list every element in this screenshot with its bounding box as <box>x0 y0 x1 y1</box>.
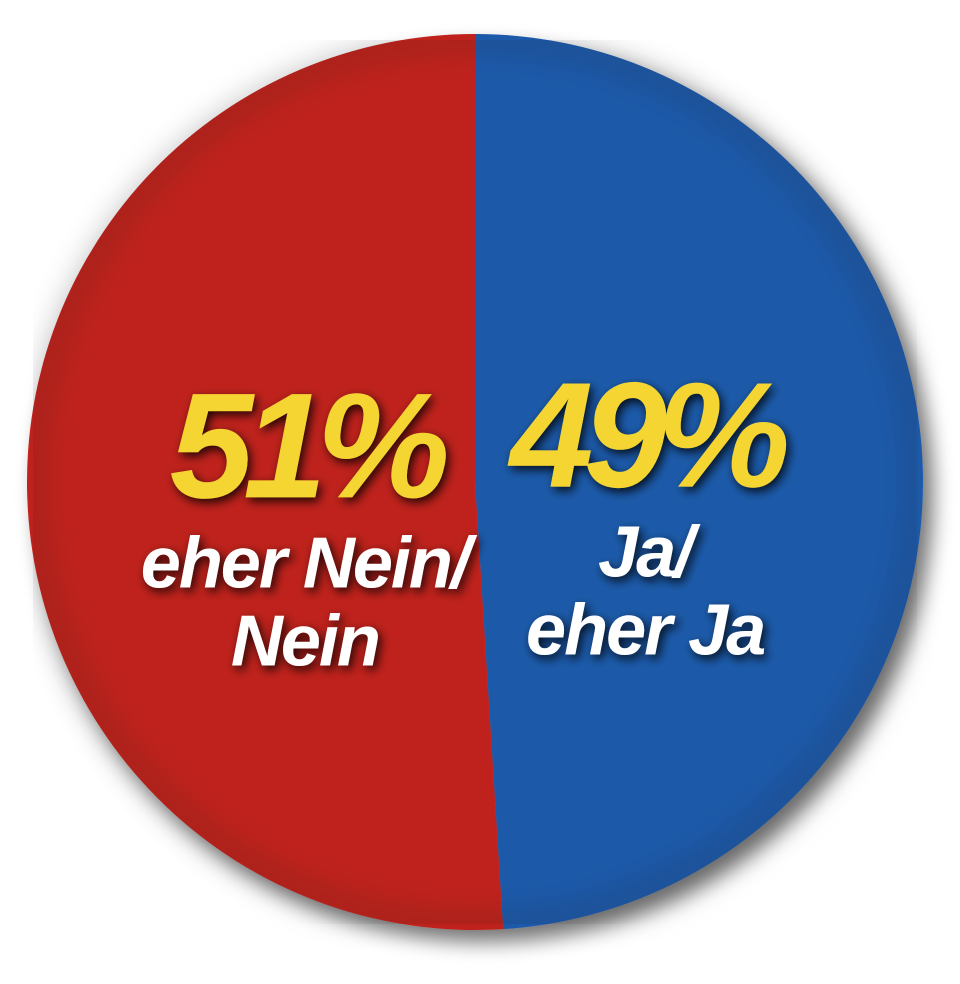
pie-slice-1 <box>27 34 504 930</box>
pie-percent-label-0: 49% <box>507 351 787 519</box>
pie-category-label-1-line-0: eher Nein/ <box>141 523 478 603</box>
pie-rim-shade <box>26 33 924 931</box>
pie-category-label-1-line-1: Nein <box>231 601 379 681</box>
pie-labels: 49%Ja/eher Ja 51%eher Nein/Nein <box>141 351 797 682</box>
pie-slice-0 <box>475 34 924 930</box>
pie-category-label-0-line-0: Ja/ <box>598 513 701 593</box>
pie-slices <box>26 33 924 931</box>
pie-percent-label-1: 51% <box>170 361 447 529</box>
pie-category-label-0-line-1: eher Ja <box>526 591 764 671</box>
